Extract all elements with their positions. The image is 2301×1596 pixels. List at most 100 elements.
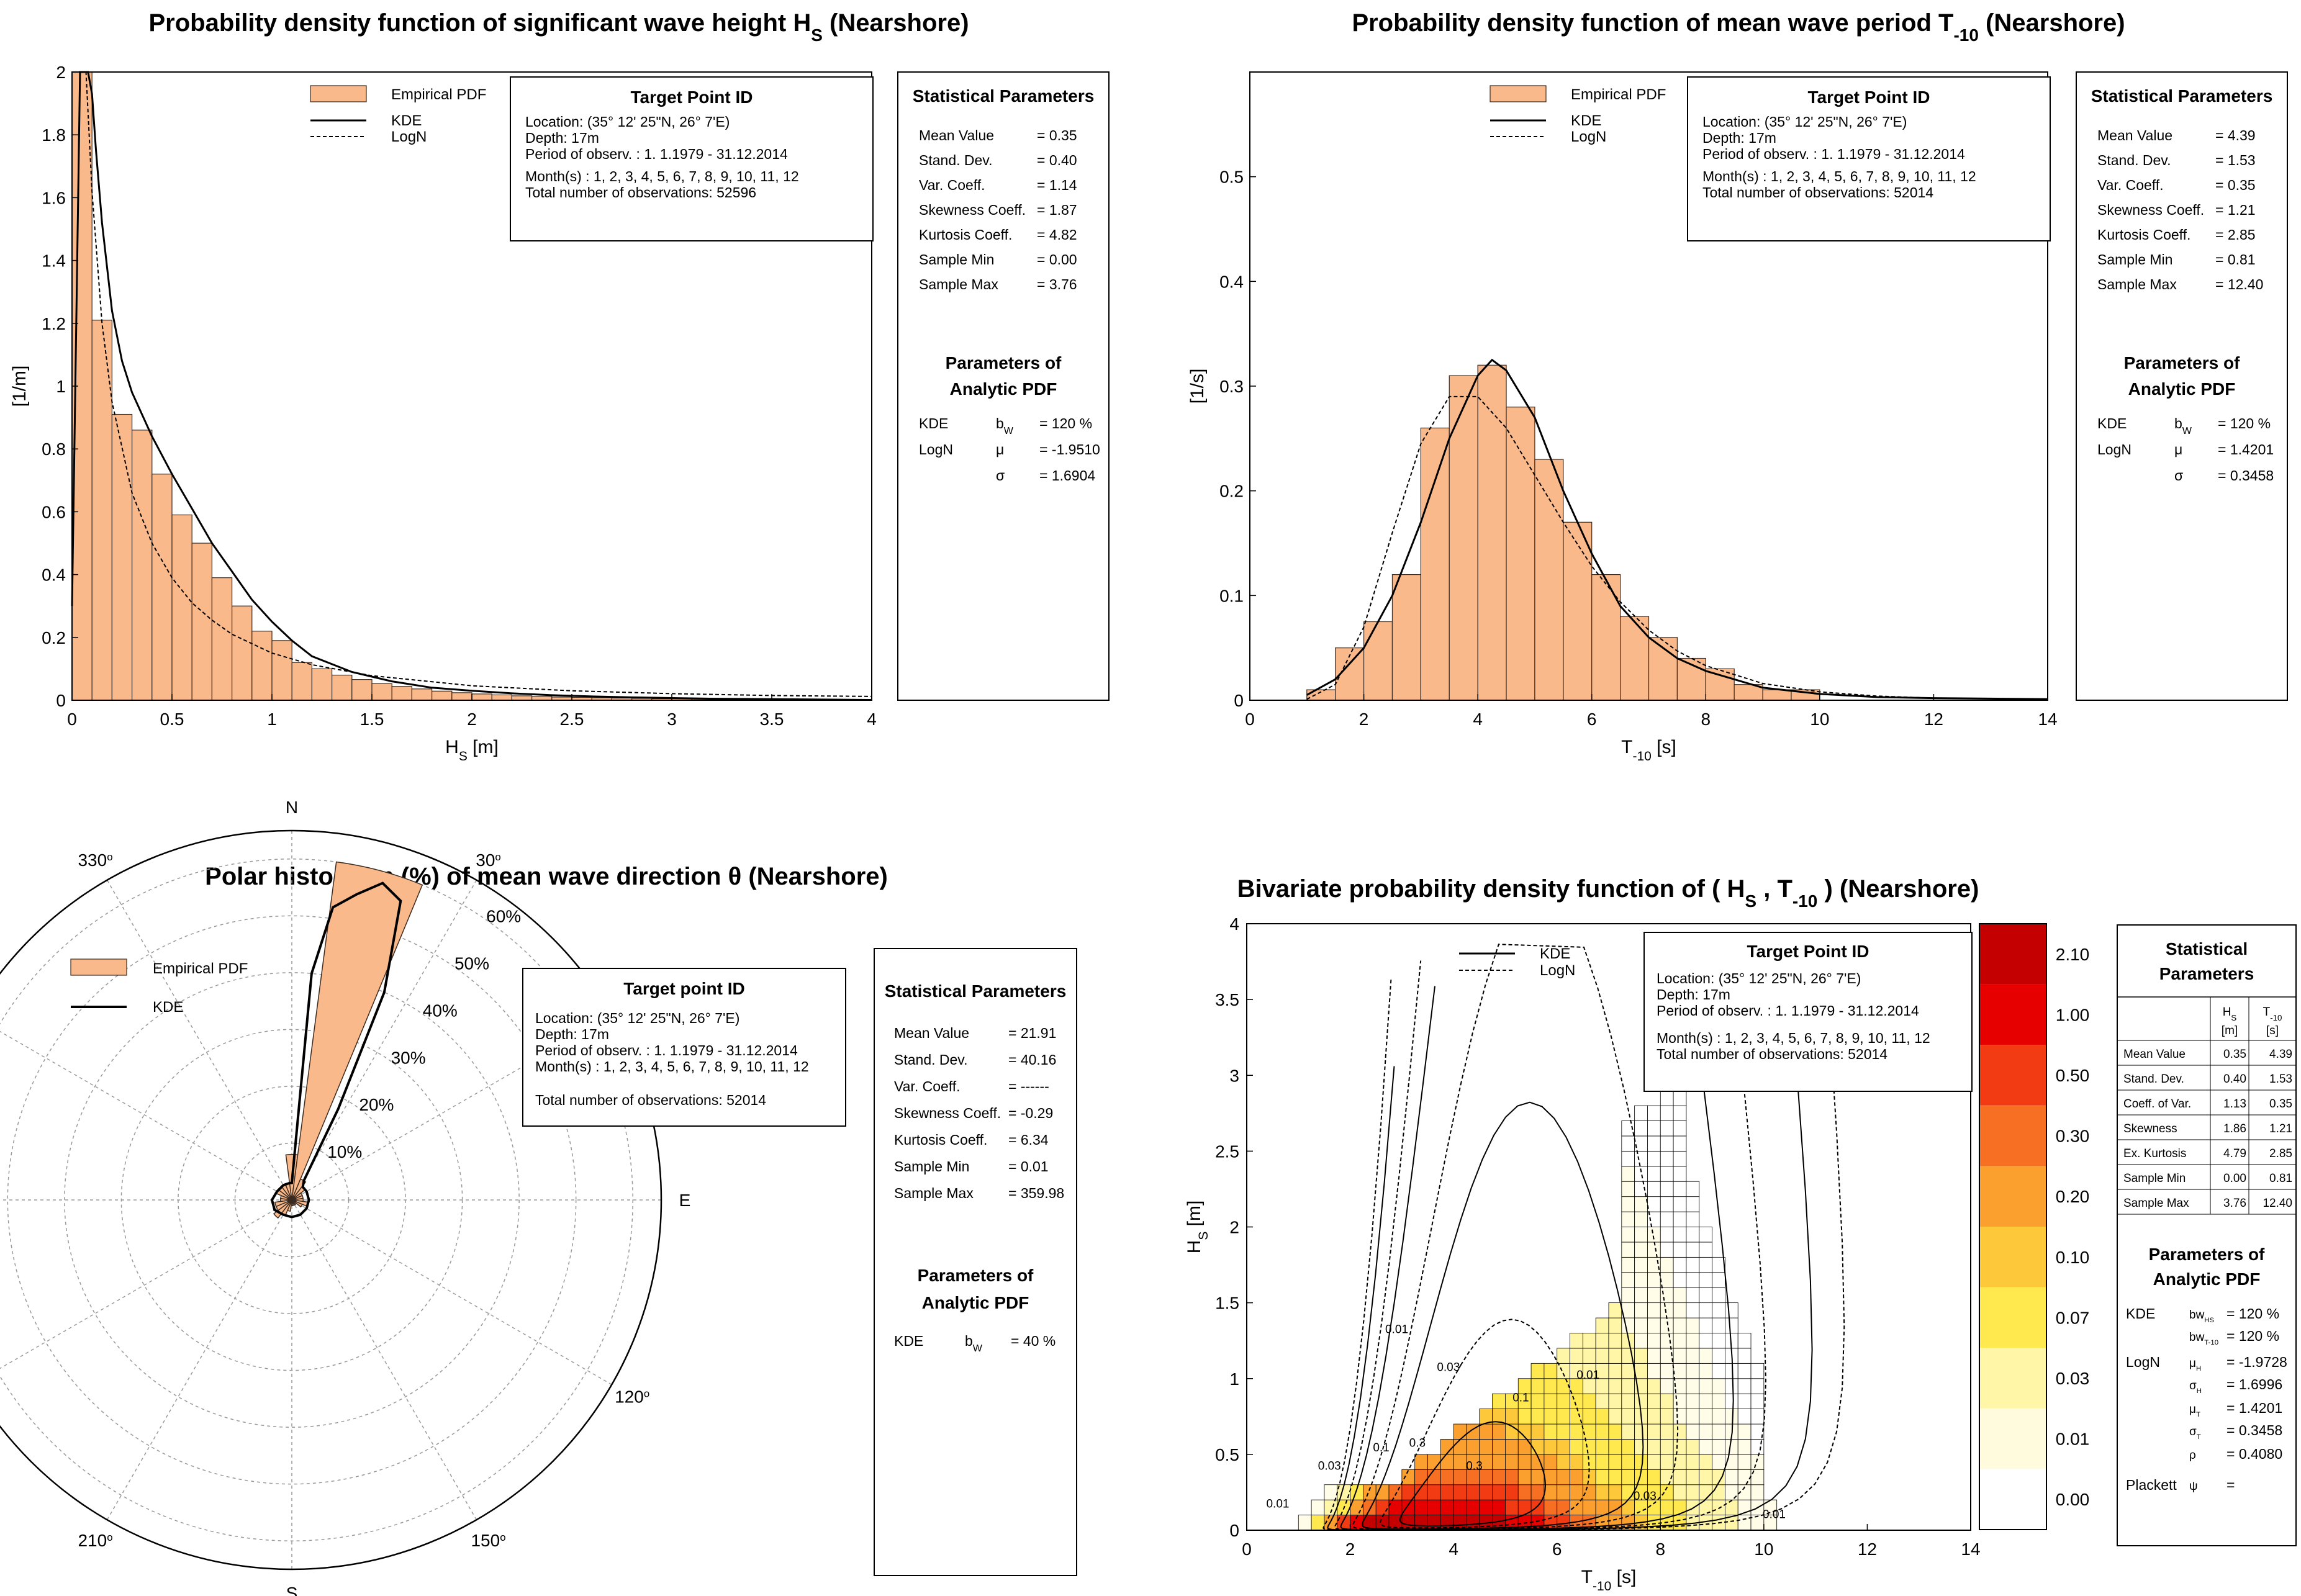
x-tick-label: 0.5	[160, 710, 184, 729]
histogram-bar	[151, 474, 173, 701]
polar-outer-circle	[0, 829, 662, 1571]
analytic-value: =	[2226, 1477, 2235, 1493]
analytic-value: = -1.9510	[1039, 441, 1100, 458]
density-cell	[1686, 1393, 1700, 1410]
density-cell	[1440, 1499, 1454, 1515]
density-cell	[1530, 1469, 1545, 1486]
target-point-line: Total number of observations: 52596	[525, 184, 756, 201]
density-cell	[1737, 1409, 1752, 1425]
y-tick-label: 0.4	[42, 566, 66, 585]
density-cell	[1634, 1439, 1648, 1455]
stats-head-symbol: HS	[2223, 1006, 2237, 1022]
density-cell	[1544, 1439, 1558, 1455]
analytic-value: = 120 %	[2226, 1305, 2279, 1322]
density-cell	[1673, 1393, 1687, 1410]
density-cell	[1427, 1499, 1441, 1515]
x-tick-label: 2	[1359, 710, 1369, 729]
density-cell	[1621, 1317, 1635, 1333]
density-cell	[1660, 1378, 1674, 1394]
density-cell	[1557, 1423, 1570, 1440]
density-cell	[1724, 1317, 1738, 1333]
density-cell	[1647, 1166, 1661, 1182]
density-cell	[1724, 1363, 1738, 1379]
density-cell	[1557, 1409, 1570, 1425]
polar-sector	[291, 861, 423, 1201]
density-cell	[1505, 1484, 1519, 1500]
y-tick-label: 2	[56, 63, 66, 82]
y-tick-label: 2.5	[1215, 1142, 1239, 1161]
density-cell	[1479, 1499, 1493, 1515]
colorbar-band	[1979, 1408, 2046, 1469]
statistics-title: Statistical Parameters	[885, 981, 1067, 1001]
density-cell	[1557, 1378, 1570, 1394]
density-cell	[1686, 1256, 1700, 1273]
legend-label-kde: KDE	[1571, 112, 1601, 129]
histogram-bar	[1534, 459, 1564, 701]
density-cell	[1699, 1242, 1712, 1258]
contour-label: 0.01	[1576, 1369, 1599, 1382]
analytic-value: = 0.3458	[2226, 1422, 2282, 1438]
colorbar-label: 1.00	[2056, 1005, 2090, 1024]
stat-name: Mean Value	[2097, 127, 2172, 143]
analytic-symbol: bW	[965, 1333, 983, 1354]
analytic-name: KDE	[2126, 1305, 2155, 1322]
density-cell	[1712, 1499, 1725, 1515]
density-cell	[1350, 1484, 1363, 1500]
x-tick-label: 0	[1245, 710, 1255, 729]
stat-value: = 0.01	[1008, 1158, 1049, 1174]
density-cell	[1557, 1348, 1570, 1364]
density-cell	[1737, 1515, 1752, 1531]
density-cell	[1530, 1363, 1545, 1379]
y-tick-label: 3.5	[1215, 990, 1239, 1009]
histogram-bar	[171, 514, 192, 701]
analytic-symbol: bwHS	[2189, 1309, 2215, 1324]
statistics-title: Parameters	[2159, 964, 2254, 983]
histogram-bar	[1620, 616, 1650, 701]
density-cell	[1517, 1484, 1532, 1500]
density-cell	[1660, 1363, 1674, 1379]
density-cell	[1647, 1242, 1661, 1258]
target-point-line: Depth: 17m	[525, 130, 599, 146]
y-axis-label: [1/m]	[9, 366, 30, 407]
stat-value: = 0.35	[1037, 127, 1077, 143]
density-cell	[1621, 1499, 1635, 1515]
density-cell	[1737, 1393, 1752, 1410]
density-cell	[1582, 1454, 1596, 1470]
density-cell	[1634, 1105, 1648, 1121]
density-cell	[1544, 1423, 1558, 1440]
legend-label-logn: LogN	[1540, 962, 1575, 979]
t10-pdf-panel: Probability density function of mean wav…	[1187, 9, 2288, 764]
hs-pdf-panel: Probability density function of signific…	[9, 9, 1110, 764]
density-cell	[1673, 1256, 1687, 1273]
colorbar-band	[1979, 1166, 2046, 1227]
density-cell	[1660, 1439, 1674, 1455]
density-cell	[1505, 1499, 1519, 1515]
histogram-bar	[471, 693, 492, 701]
density-cell	[1699, 1454, 1712, 1470]
analytic-symbol: μH	[2189, 1357, 2201, 1373]
density-cell	[1673, 1515, 1687, 1531]
density-cell	[1660, 1454, 1674, 1470]
density-cell	[1712, 1256, 1725, 1273]
density-cell	[1750, 1484, 1765, 1500]
density-cell	[1621, 1135, 1635, 1152]
y-tick-label: 0	[1234, 691, 1244, 710]
target-point-title: Target Point ID	[1747, 942, 1869, 961]
density-cell	[1699, 1227, 1712, 1243]
density-cell	[1647, 1469, 1661, 1486]
logn-contour	[1334, 960, 1767, 1531]
density-cell	[1712, 1333, 1725, 1349]
density-cell	[1673, 1333, 1687, 1349]
density-cell	[1660, 1090, 1674, 1106]
histogram-bar	[91, 320, 112, 701]
x-tick-label: 3.5	[760, 710, 784, 729]
density-cell	[1724, 1409, 1738, 1425]
target-point-line: Depth: 17m	[1702, 130, 1776, 146]
density-cell	[1750, 1378, 1765, 1394]
analytic-symbol: bW	[2174, 415, 2192, 436]
density-cell	[1311, 1515, 1325, 1531]
density-cell	[1699, 1469, 1712, 1486]
legend-label-logn: LogN	[1571, 128, 1606, 145]
target-point-line: Location: (35° 12' 25"N, 26° 7'E)	[535, 1010, 739, 1026]
contour-label: 0.03	[1437, 1361, 1460, 1374]
